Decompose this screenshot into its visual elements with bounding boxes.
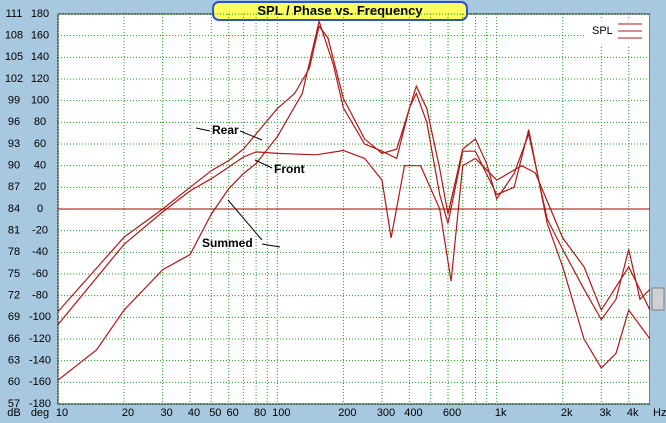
x-tick-label: 400 [404,407,422,419]
y-tick-label: 90 [8,160,20,172]
y2-tick-label: -80 [32,290,48,302]
y2-tick-label: 60 [34,138,46,150]
y2-tick-label: 140 [31,51,49,63]
x-tick-label: 1k [495,407,507,419]
x-axis-label: Hz [653,407,666,419]
y-tick-label: 60 [8,376,20,388]
x-tick-label: 80 [254,407,266,419]
legend-label: SPL [592,25,613,37]
x-tick-label: 20 [122,407,134,419]
leader-line [261,243,281,248]
y-tick-label: 72 [8,290,20,302]
x-tick-label: 600 [443,407,461,419]
annotation: Summed [202,236,253,250]
series-line [58,24,650,321]
y2-tick-label: -100 [29,311,51,323]
y2-tick-label: 180 [31,8,49,20]
y-tick-label: 102 [5,73,23,85]
x-tick-label: 30 [161,407,173,419]
annotation: Rear [212,123,239,137]
y2-tick-label: 100 [31,95,49,107]
x-tick-label: 40 [188,407,200,419]
y-tick-label: 99 [8,95,20,107]
annotation: Front [274,162,305,176]
title-box [212,1,468,21]
y2-tick-label: 20 [34,181,46,193]
y-tick-label: 66 [8,333,20,345]
x-tick-label: 4k [627,407,639,419]
y2-tick-label: -60 [32,268,48,280]
series-line [58,18,650,381]
y-tick-label: 78 [8,246,20,258]
scrollbar[interactable] [650,14,666,404]
y2-axis-label: deg [31,407,49,419]
y2-tick-label: 40 [34,160,46,172]
y2-tick-label: 80 [34,116,46,128]
scroll-thumb[interactable] [651,287,665,311]
y-tick-label: 69 [8,311,20,323]
y2-tick-label: -20 [32,225,48,237]
y2-tick-label: 120 [31,73,49,85]
y-tick-label: 111 [6,8,23,20]
x-tick-label: 100 [272,407,290,419]
lines [58,18,650,381]
x-tick-label: 60 [227,407,239,419]
y2-tick-label: 160 [31,30,49,42]
y2-tick-label: -120 [29,333,51,345]
leader-line [195,127,211,132]
x-tick-label: 10 [56,407,68,419]
x-tick-label: 200 [338,407,356,419]
x-tick-label: 300 [377,407,395,419]
y2-tick-label: -140 [29,355,51,367]
leader-line [227,199,263,241]
y2-tick-label: -160 [29,376,51,388]
y2-tick-label: -180 [29,398,51,410]
y-tick-label: 57 [8,398,20,410]
x-tick-label: 2k [561,407,573,419]
chart-title: SPL / Phase vs. Frequency [257,3,423,18]
y-tick-label: 108 [5,30,23,42]
y-tick-label: 87 [8,181,20,193]
x-tick-label: 50 [209,407,221,419]
y-tick-label: 93 [8,138,20,150]
y-tick-label: 84 [8,203,20,215]
x-tick-label: 3k [600,407,612,419]
y-tick-label: 105 [5,51,23,63]
leader-line [239,130,263,141]
y-tick-label: 75 [8,268,20,280]
y-tick-label: 96 [8,116,20,128]
y2-tick-label: -40 [32,246,48,258]
y-tick-label: 63 [8,355,20,367]
leader-line [254,159,273,169]
y-axis-label: dB [7,407,20,419]
y-tick-label: 81 [8,225,20,237]
series-line [58,149,650,325]
y2-tick-label: 0 [37,203,43,215]
